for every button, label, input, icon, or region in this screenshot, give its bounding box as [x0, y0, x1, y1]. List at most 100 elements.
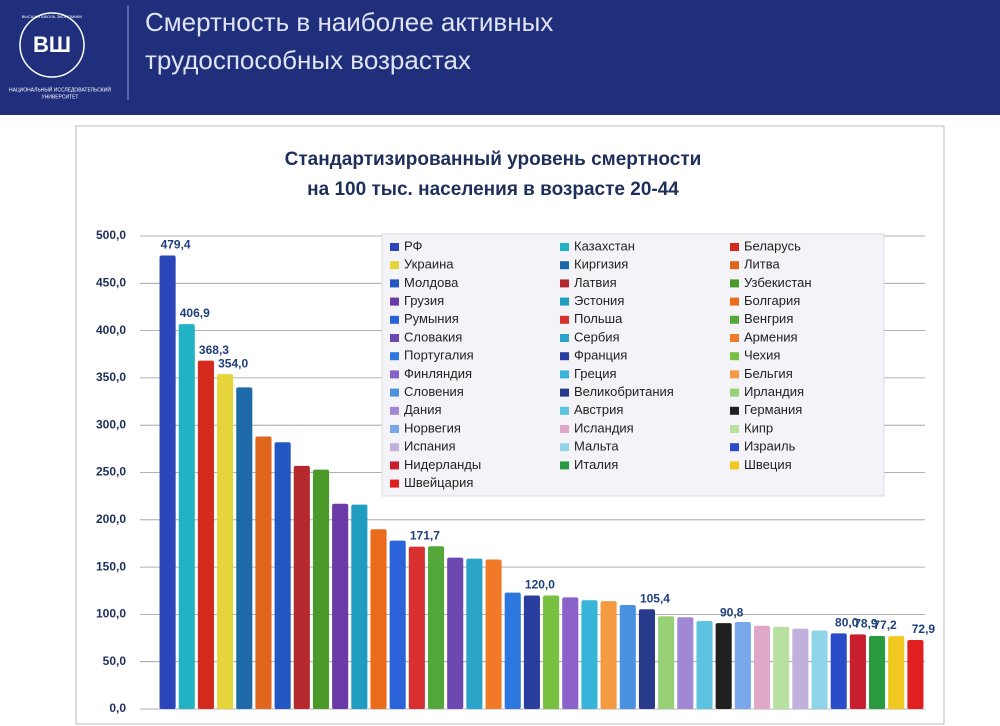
bar [696, 621, 713, 709]
legend-label: Эстония [574, 293, 624, 308]
legend-swatch [560, 370, 569, 379]
value-label: 72,9 [912, 622, 936, 636]
bar [600, 601, 617, 709]
bar [773, 626, 790, 709]
bar [332, 503, 349, 709]
legend-swatch [560, 461, 569, 470]
legend-label: Франция [574, 348, 627, 363]
legend-swatch [560, 279, 569, 288]
bar [543, 595, 560, 709]
bar [159, 255, 176, 709]
legend-swatch [730, 279, 739, 288]
legend-swatch [390, 479, 399, 488]
legend-label: Болгария [744, 293, 800, 308]
legend-label: Нидерланды [404, 457, 481, 472]
legend-swatch [390, 461, 399, 470]
y-tick-label: 350,0 [96, 370, 126, 384]
y-tick-label: 100,0 [96, 607, 126, 621]
bar [236, 387, 253, 709]
legend-label: Ирландия [744, 384, 804, 399]
legend-label: Румыния [404, 311, 459, 326]
bar [370, 529, 387, 709]
legend-swatch [730, 315, 739, 324]
legend-swatch [390, 443, 399, 452]
legend-label: Норвегия [404, 420, 461, 435]
bar [715, 623, 732, 709]
bar [485, 559, 502, 709]
legend-label: Швеция [744, 457, 792, 472]
y-tick-label: 200,0 [96, 512, 126, 526]
legend-label: Испания [404, 439, 456, 454]
value-label: 90,8 [720, 605, 744, 619]
bar [427, 546, 445, 709]
university: НАЦИОНАЛЬНЫЙ ИССЛЕДОВАТЕЛЬСКИЙ [9, 85, 111, 93]
y-tick-label: 250,0 [96, 465, 126, 479]
bar [849, 634, 866, 709]
legend-label: Швейцария [404, 475, 473, 490]
legend-label: Беларусь [744, 238, 801, 253]
legend-swatch [730, 243, 739, 251]
legend-label: Мальта [574, 439, 619, 454]
legend-label: Молдова [404, 275, 459, 290]
legend-swatch [560, 243, 569, 251]
legend-swatch [560, 352, 569, 361]
legend-label: Венгрия [744, 311, 793, 326]
legend-swatch [560, 315, 569, 324]
bar [677, 617, 694, 709]
legend-swatch [390, 425, 399, 433]
legend-label: Украина [404, 257, 454, 272]
bar [255, 436, 272, 709]
chart-title: на 100 тыс. населения в возрасте 20-44 [307, 179, 679, 200]
bar [658, 616, 675, 709]
value-label: 406,9 [180, 306, 210, 320]
value-label: 80,0 [835, 615, 859, 629]
y-tick-label: 500,0 [96, 228, 126, 242]
bar [638, 609, 656, 709]
value-label: 354,0 [218, 356, 248, 370]
bar [466, 558, 483, 709]
legend-swatch [730, 406, 739, 415]
bar [523, 595, 540, 709]
bar [447, 557, 464, 709]
bar [504, 592, 521, 709]
bar [217, 374, 234, 709]
chart-title: Стандартизированный уровень смертности [285, 149, 702, 170]
bar [869, 635, 886, 709]
legend-label: Великобритания [574, 384, 674, 399]
legend-swatch [730, 443, 739, 452]
value-label: 78,9 [854, 617, 878, 631]
legend-label: Грузия [404, 293, 444, 308]
slide-title: Смертность в наиболее активных [145, 7, 553, 37]
legend-label: Бельгия [744, 366, 793, 381]
bar [888, 636, 905, 709]
bar [811, 630, 828, 709]
legend-label: Словения [404, 384, 464, 399]
legend-swatch [390, 334, 399, 342]
y-tick-label: 50,0 [103, 654, 127, 668]
bar [619, 604, 636, 709]
legend-label: Финляндия [404, 366, 472, 381]
bar [351, 504, 368, 709]
bar [907, 640, 924, 709]
value-label: 105,4 [640, 591, 670, 605]
bar [753, 625, 771, 709]
bar [408, 546, 425, 709]
bar [581, 600, 598, 709]
bar [178, 324, 195, 709]
legend-label: Австрия [574, 402, 623, 417]
value-label: 479,4 [161, 238, 191, 252]
y-tick-label: 150,0 [96, 559, 126, 573]
legend-swatch [560, 406, 569, 415]
legend-swatch [730, 261, 739, 270]
legend-label: Кипр [744, 420, 773, 435]
university: УНИВЕРСИТЕТ [42, 94, 79, 100]
legend-label: Казахстан [574, 238, 635, 253]
legend-swatch [390, 315, 399, 324]
legend-label: Исландия [574, 420, 634, 435]
legend-swatch [390, 243, 399, 251]
legend-label: Чехия [744, 348, 780, 363]
legend-swatch [390, 388, 399, 397]
bar [293, 465, 310, 709]
